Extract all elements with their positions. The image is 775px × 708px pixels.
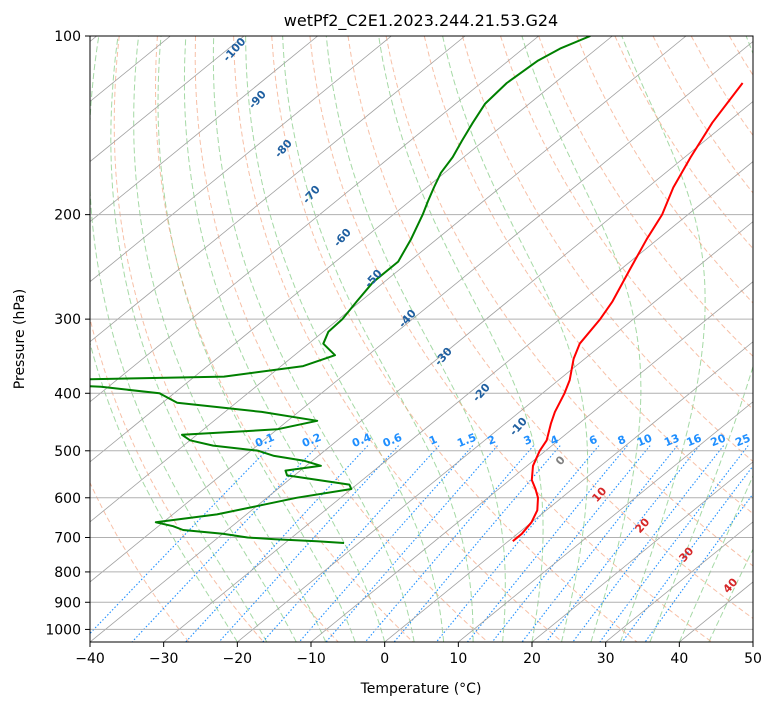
mixing-ratio-line bbox=[325, 445, 498, 642]
mixing-ratio-line bbox=[262, 445, 440, 642]
dry-adiabat-line bbox=[385, 36, 753, 567]
x-tick-label: −10 bbox=[296, 651, 326, 667]
isotherm-line bbox=[605, 521, 753, 642]
x-tick-label: 50 bbox=[744, 651, 762, 667]
dry-adiabat-line bbox=[423, 36, 753, 515]
mixing-ratio-line bbox=[599, 445, 749, 642]
isotherm-line bbox=[90, 36, 318, 223]
y-tick-label: 300 bbox=[54, 312, 81, 328]
isotherm-line bbox=[310, 281, 753, 642]
dry-adiabat-line bbox=[90, 481, 190, 642]
mixing-ratio-label: 10 bbox=[635, 431, 654, 449]
moist-adiabat-line bbox=[619, 36, 706, 642]
isotherm-line bbox=[90, 36, 687, 523]
moist-adiabat-line bbox=[183, 36, 386, 642]
moist-adiabat-line bbox=[649, 36, 753, 642]
moist-adiabat-line bbox=[133, 36, 327, 642]
moist-adiabat-line bbox=[708, 547, 753, 642]
chart-title: wetPf2_C2E1.2023.244.21.53.G24 bbox=[284, 11, 558, 31]
isotherm-line bbox=[237, 221, 753, 642]
x-tick-label: 40 bbox=[670, 651, 688, 667]
x-tick-label: −20 bbox=[223, 651, 253, 667]
y-tick-label: 100 bbox=[54, 29, 81, 45]
isotherm-line bbox=[90, 36, 539, 403]
mixing-ratio-line bbox=[185, 445, 369, 642]
isotherm-line bbox=[531, 461, 753, 642]
isotherm-line bbox=[90, 36, 466, 343]
mixing-ratio-line bbox=[644, 493, 753, 642]
isotherm-line bbox=[90, 100, 753, 642]
dry-adiabat-line bbox=[576, 36, 753, 304]
isotherm-line bbox=[90, 36, 245, 163]
x-axis: −40 −30 −20 −10 0 10 20 30 40 50 bbox=[75, 642, 762, 667]
mixing-ratio-label: 8 bbox=[616, 433, 628, 448]
y-tick-label: 200 bbox=[54, 208, 81, 224]
mixing-ratio-line bbox=[435, 445, 600, 642]
dry-adiabat-line bbox=[309, 36, 713, 642]
mixing-ratio-label: 16 bbox=[684, 431, 703, 449]
dry-adiabat-line bbox=[194, 36, 488, 642]
x-tick-label: 10 bbox=[449, 651, 467, 667]
moist-adiabat-line bbox=[442, 36, 589, 642]
isotherms bbox=[90, 36, 753, 642]
profiles bbox=[90, 36, 744, 544]
isotherm-line bbox=[163, 161, 753, 642]
moist-adiabat-line bbox=[325, 36, 506, 642]
y-tick-label: 600 bbox=[54, 491, 81, 507]
x-tick-label: 30 bbox=[597, 651, 615, 667]
plot-frame bbox=[89, 35, 754, 643]
y-tick-label: 700 bbox=[54, 531, 81, 547]
y-tick-label: 500 bbox=[54, 444, 81, 460]
mixing-ratio-label: 13 bbox=[662, 431, 681, 449]
x-tick-label: −30 bbox=[149, 651, 179, 667]
dry-adiabat-line bbox=[461, 36, 753, 463]
y-axis: 100 200 300 400 500 600 700 800 900 1000 bbox=[45, 29, 90, 638]
mixing-ratio-line bbox=[90, 445, 272, 635]
pressure-gridlines bbox=[90, 36, 753, 630]
y-tick-label: 800 bbox=[54, 565, 81, 581]
temperature-line bbox=[512, 82, 744, 542]
x-tick-label: −40 bbox=[75, 651, 105, 667]
y-tick-label: 400 bbox=[54, 386, 81, 402]
isotherm-line bbox=[90, 40, 753, 583]
mixing-ratio-line bbox=[545, 445, 700, 642]
isotherm-line bbox=[90, 36, 392, 283]
mixing-ratio-label: 20 bbox=[709, 431, 728, 449]
mixing-ratio-line bbox=[491, 445, 651, 642]
mixing-ratio-lines bbox=[90, 445, 753, 642]
moist-adiabat-line bbox=[245, 36, 445, 642]
mixing-ratio-line bbox=[621, 465, 753, 642]
isotherm-line bbox=[458, 401, 753, 642]
dry-adiabat-line bbox=[90, 316, 264, 642]
x-axis-title: Temperature (°C) bbox=[360, 681, 482, 697]
mixing-ratio-line bbox=[218, 445, 400, 642]
moist-adiabat-line bbox=[157, 36, 356, 642]
isotherm-line bbox=[90, 36, 613, 463]
x-tick-label: 0 bbox=[380, 651, 389, 667]
isotherm-line bbox=[384, 341, 753, 642]
mixing-ratio-line bbox=[572, 445, 725, 642]
mixing-ratio-line bbox=[298, 445, 474, 642]
moist-adiabat-line bbox=[378, 36, 544, 642]
moist-adiabat-line bbox=[90, 36, 268, 642]
dry-adiabat-line bbox=[233, 36, 563, 642]
moist-adiabat-line bbox=[90, 341, 238, 642]
y-tick-label: 900 bbox=[54, 595, 81, 611]
dewpoint-line bbox=[90, 36, 591, 544]
mixing-ratio-line bbox=[467, 445, 628, 642]
dry-adiabat-line bbox=[271, 36, 638, 642]
y-axis-title: Pressure (hPa) bbox=[12, 289, 28, 389]
mixing-ratio-label: 1 bbox=[427, 433, 439, 448]
x-tick-label: 20 bbox=[523, 651, 541, 667]
mixing-ratio-label: 25 bbox=[733, 431, 752, 449]
mixing-ratio-label: 3 bbox=[522, 433, 534, 448]
moist-adiabat-line bbox=[282, 36, 474, 642]
moist-adiabat-line bbox=[110, 36, 297, 642]
moist-adiabat-line bbox=[678, 474, 753, 642]
y-tick-label: 1000 bbox=[45, 622, 81, 638]
dry-adiabat-line bbox=[347, 36, 753, 620]
mixing-ratio-label: 2 bbox=[486, 433, 498, 448]
